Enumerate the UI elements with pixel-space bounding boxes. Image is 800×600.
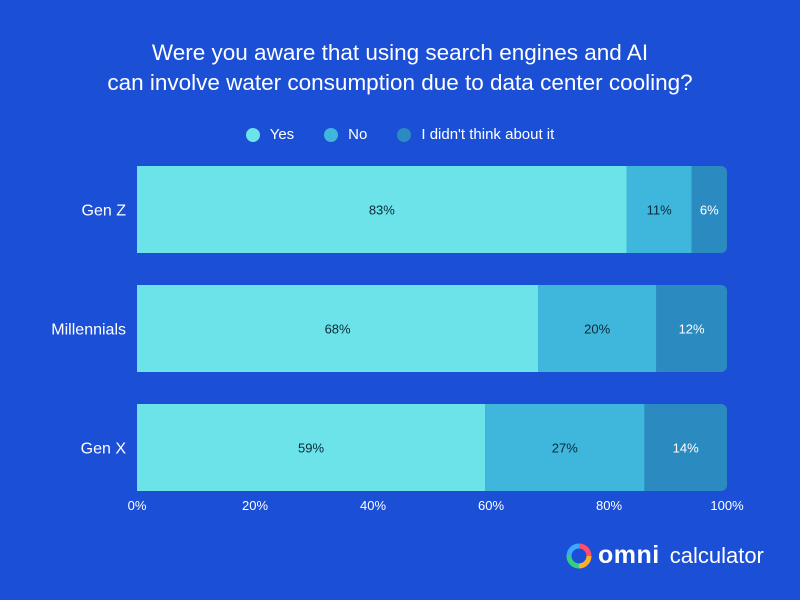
bar-gen-z-no: [626, 166, 692, 253]
bar-millennials-no: [538, 285, 657, 372]
omni-logo-calculator: calculator: [669, 542, 764, 568]
bar-gen-z-i-didn-t-think-about-it: [691, 166, 721, 253]
bar-gen-x-i-didn-t-think-about-it: [644, 404, 721, 491]
bar-gen-z-yes: [137, 166, 627, 253]
legend-swatch-didnt-think: [397, 127, 412, 142]
legend-item-didnt-think: I didn't think about it: [397, 126, 554, 143]
data-label-gen-x-no: 27%: [552, 441, 578, 456]
x-tick-label-100: 100%: [710, 498, 744, 513]
x-tick-label-20: 20%: [242, 498, 268, 513]
data-label-gen-z-no: 11%: [647, 203, 672, 218]
omni-logo-word: omni: [598, 541, 660, 569]
bar-millennials-yes: [137, 285, 539, 372]
data-label-gen-x-i-didn-t-think-about-it: 14%: [673, 441, 699, 456]
x-tick-label-60: 60%: [478, 498, 504, 513]
data-label-gen-z-yes: 83%: [369, 203, 395, 218]
x-tick-label-40: 40%: [360, 498, 386, 513]
data-label-millennials-yes: 68%: [325, 322, 351, 337]
omni-logo-icon: [566, 543, 592, 568]
omni-logo: omni calculator: [566, 541, 764, 570]
data-label-gen-x-yes: 59%: [298, 441, 324, 456]
chart-title: Were you aware that using search engines…: [0, 38, 800, 98]
category-label-gen-z: Gen Z: [82, 203, 127, 220]
data-label-millennials-i-didn-t-think-about-it: 12%: [679, 322, 705, 337]
legend-item-no: No: [324, 126, 367, 143]
x-tick-label-80: 80%: [596, 498, 622, 513]
legend-label-yes: Yes: [269, 126, 295, 143]
legend-item-yes: Yes: [245, 126, 295, 143]
legend-swatch-yes: [245, 127, 260, 142]
legend: Yes No I didn't think about it: [0, 126, 800, 143]
data-label-millennials-no: 20%: [584, 322, 610, 337]
bar-gen-x-no: [485, 404, 645, 491]
data-label-gen-z-i-didn-t-think-about-it: 6%: [700, 203, 719, 218]
bar-gen-x-yes: [137, 404, 486, 491]
chart-title-line-1: Were you aware that using search engines…: [151, 40, 649, 65]
category-label-millennials: Millennials: [51, 322, 126, 339]
legend-label-no: No: [348, 126, 368, 143]
chart-title-line-2: can involve water consumption due to dat…: [107, 70, 693, 95]
legend-swatch-no: [324, 127, 339, 142]
category-label-gen-x: Gen X: [81, 441, 127, 458]
x-tick-label-0: 0%: [128, 498, 147, 513]
bar-millennials-i-didn-t-think-about-it: [656, 285, 721, 372]
legend-label-didnt-think: I didn't think about it: [421, 126, 555, 143]
